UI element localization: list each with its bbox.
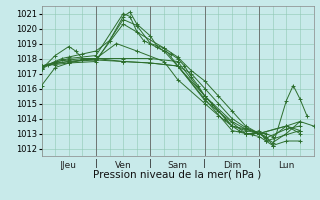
Text: |: | [203,159,206,168]
Text: |Jeu: |Jeu [60,161,77,170]
Text: |: | [149,159,152,168]
Text: Sam: Sam [168,161,188,170]
Text: Dim: Dim [223,161,241,170]
Text: |: | [258,159,261,168]
Text: Lun: Lun [278,161,295,170]
Text: |: | [94,159,98,168]
X-axis label: Pression niveau de la mer( hPa ): Pression niveau de la mer( hPa ) [93,170,262,180]
Text: Ven: Ven [115,161,132,170]
